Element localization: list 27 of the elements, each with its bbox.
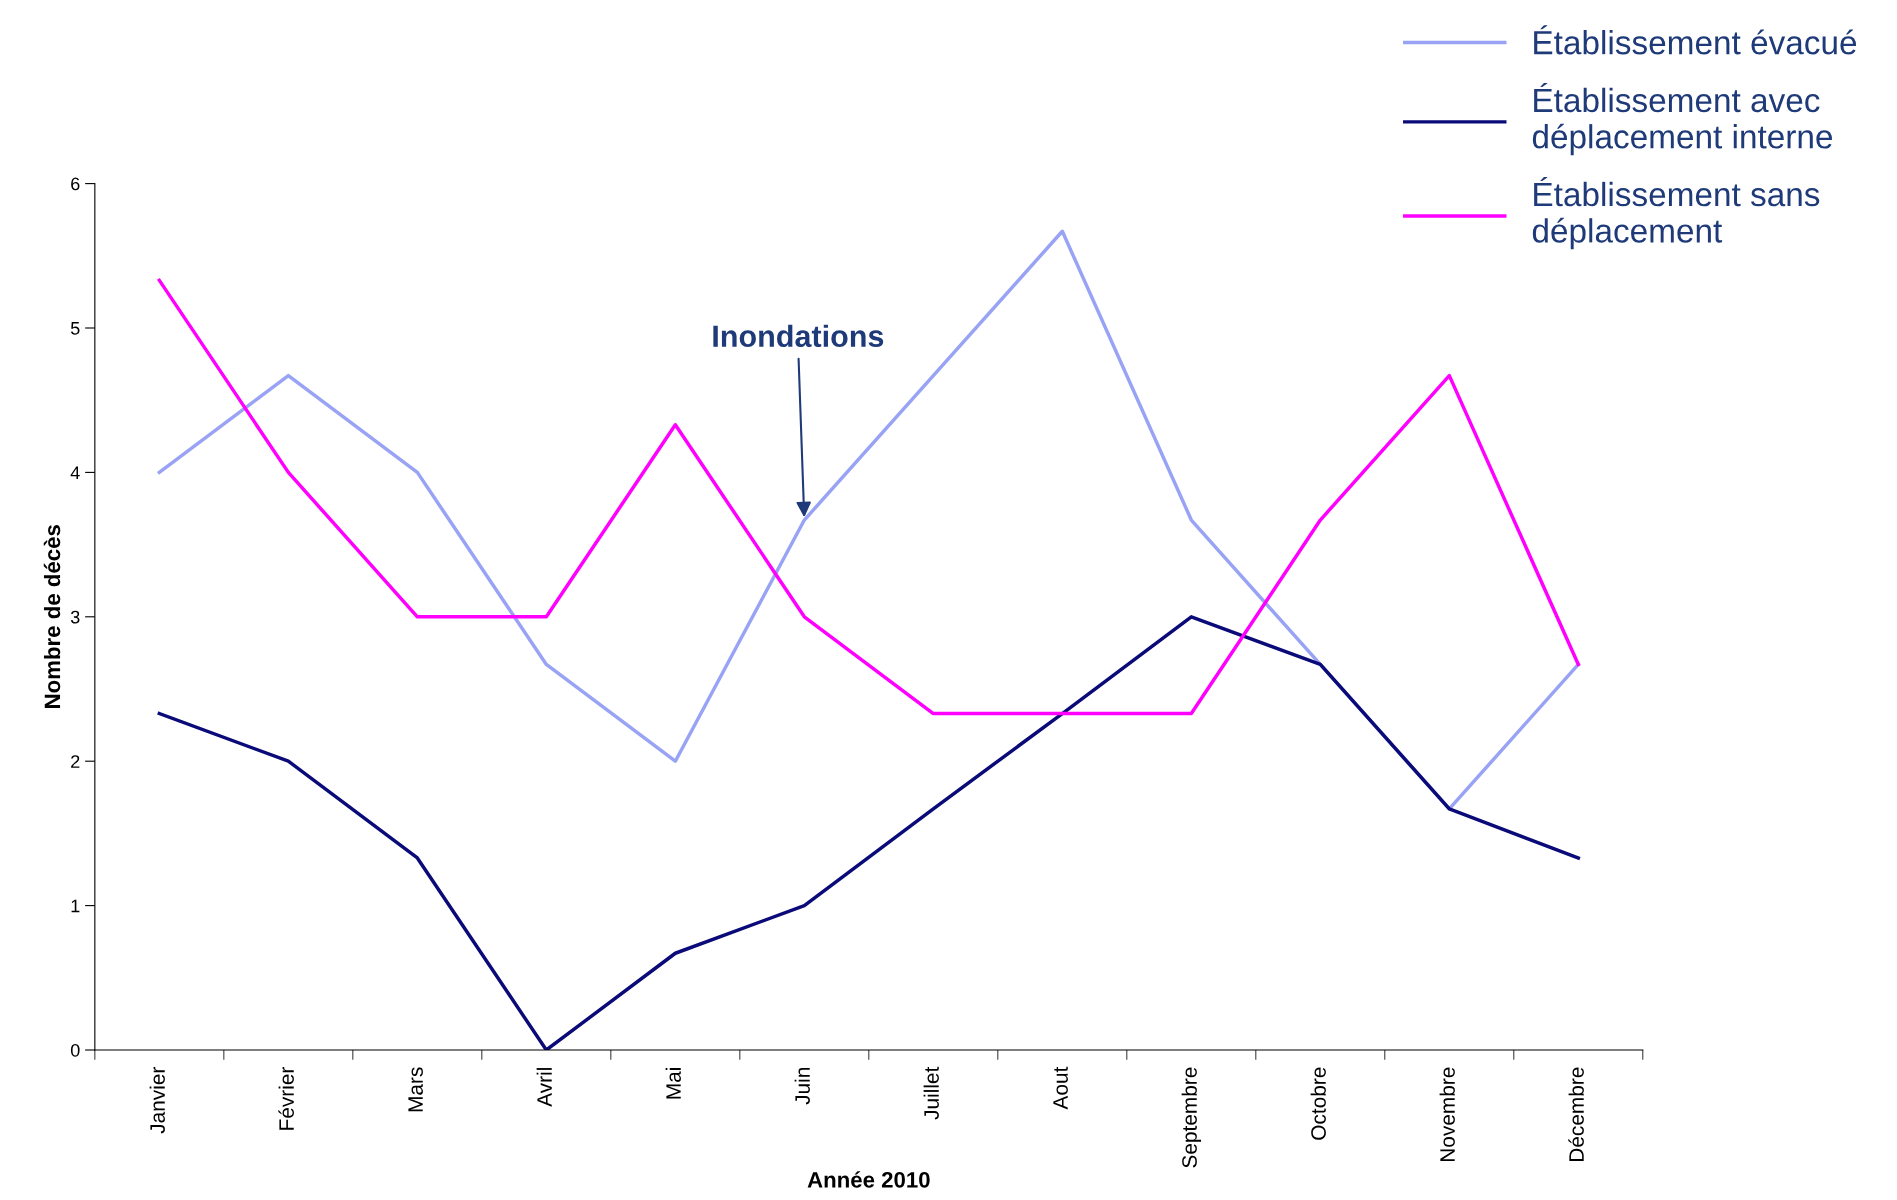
x-tick-label: Juillet [923,1066,939,1120]
x-tick-label: Décembre [1568,1067,1584,1162]
x-axis-title: Année 2010 [807,1171,930,1188]
x-tick-label: Mai [665,1068,681,1099]
legend-label: Établissement avec déplacement interne [1532,82,1832,156]
x-tick-label: Janvier [149,1067,165,1134]
x-tick-label: Octobre [1310,1067,1326,1140]
x-tick-label: Juin [794,1068,810,1105]
legend-label: Établissement sans déplacement [1532,177,1820,250]
y-tick-label: 3 [70,610,80,624]
annotation: Inondations [713,324,884,348]
x-tick-label: Septembre [1181,1067,1202,1168]
legend-label: Établissement évacué [1534,25,1857,55]
line-series [157,615,1581,1050]
y-tick-label: 0 [70,1043,80,1057]
y-tick-label: 5 [70,322,80,335]
y-tick-label: 4 [70,466,80,479]
x-tick-label: Mars [408,1067,423,1112]
x-tick-label: Novembre [1439,1067,1455,1162]
x-tick-label: Avril [536,1068,552,1107]
y-tick-label: 2 [71,755,80,768]
y-axis-title: Nombre de décès [43,525,61,708]
x-tick-label: Aout [1053,1066,1068,1110]
x-tick-label: Février [278,1067,294,1130]
line-series [157,278,1581,716]
y-tick-label: 6 [71,177,80,191]
y-tick-label: 1 [71,899,80,913]
